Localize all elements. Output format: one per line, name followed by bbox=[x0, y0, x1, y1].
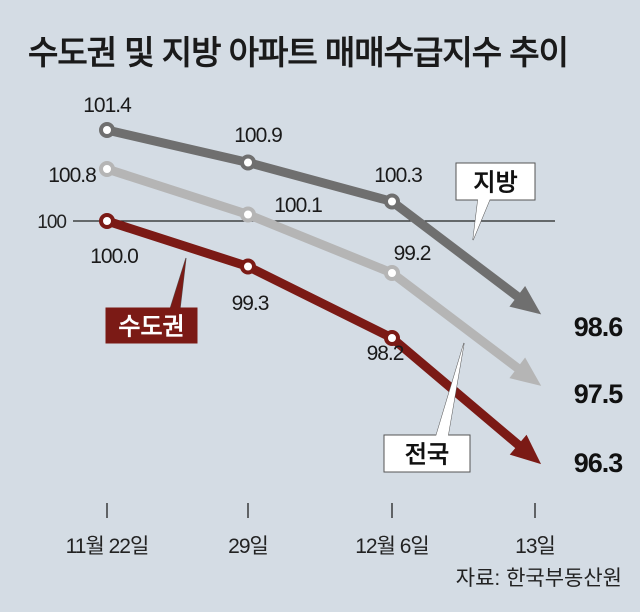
legend-label: 전국 bbox=[405, 442, 449, 469]
data-label: 101.4 bbox=[83, 94, 132, 117]
data-point bbox=[384, 265, 400, 281]
x-tick-label: 12월 6일 bbox=[355, 535, 429, 558]
source-note: 자료: 한국부동산원 bbox=[455, 567, 622, 590]
final-value-label: 98.6 bbox=[574, 312, 624, 342]
legend-callout-sudogwon: 수도권 bbox=[105, 257, 198, 344]
final-value-label: 97.5 bbox=[574, 379, 624, 409]
data-label: 99.2 bbox=[394, 242, 431, 265]
data-point bbox=[99, 122, 115, 138]
data-point bbox=[99, 161, 115, 177]
callout-pointer-fill bbox=[170, 258, 186, 309]
arrowhead-1 bbox=[509, 357, 542, 386]
callout-box bbox=[383, 434, 471, 473]
data-label: 100.9 bbox=[234, 124, 282, 147]
series-line-1 bbox=[105, 164, 530, 379]
callout-pointer-fill bbox=[473, 199, 490, 240]
data-point bbox=[384, 330, 400, 346]
x-tick-label: 11월 22일 bbox=[66, 535, 149, 558]
series-line-0 bbox=[105, 125, 530, 308]
data-point bbox=[240, 258, 256, 275]
legend-callout-jeonguk: 전국 bbox=[383, 342, 471, 473]
callout-box bbox=[455, 162, 536, 201]
data-label: 98.2 bbox=[367, 342, 404, 365]
legend-label: 수도권 bbox=[118, 314, 184, 341]
data-point bbox=[240, 206, 256, 223]
x-tick-label: 29일 bbox=[228, 535, 268, 558]
arrowhead-2 bbox=[509, 434, 542, 465]
data-label: 100.8 bbox=[48, 164, 96, 187]
arrowhead-0 bbox=[509, 285, 542, 315]
series-line-2 bbox=[105, 216, 531, 456]
data-label: 100.3 bbox=[374, 164, 422, 187]
final-value-label: 96.3 bbox=[574, 448, 624, 478]
data-label: 99.3 bbox=[232, 292, 269, 315]
legend-label: 지방 bbox=[473, 170, 517, 197]
legend-callout-jibang: 지방 bbox=[455, 162, 536, 241]
chart-title: 수도권 및 지방 아파트 매매수급지수 추이 bbox=[28, 34, 569, 71]
data-point bbox=[99, 213, 115, 229]
data-point bbox=[384, 193, 400, 210]
data-point bbox=[240, 154, 256, 171]
callout-pointer-fill bbox=[436, 343, 464, 436]
x-tick-label: 13일 bbox=[515, 535, 555, 558]
data-label: 100.1 bbox=[274, 194, 322, 217]
callout-box bbox=[105, 307, 198, 344]
reference-line-label: 100 bbox=[37, 212, 66, 233]
data-label: 100.0 bbox=[90, 245, 138, 268]
